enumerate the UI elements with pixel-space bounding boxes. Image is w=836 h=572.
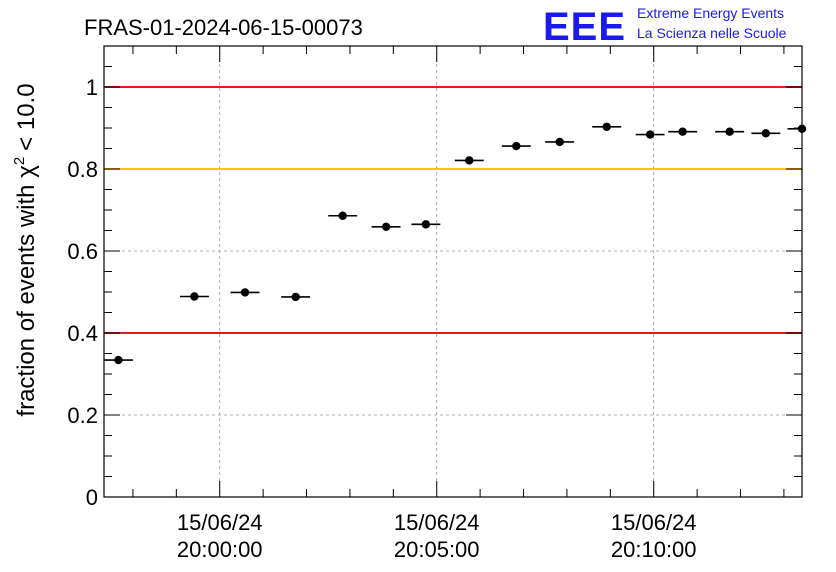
- data-point: [338, 211, 347, 220]
- y-axis-label: fraction of events with χ2 < 10.0: [11, 83, 40, 416]
- x-tick-label-time: 20:10:00: [611, 537, 697, 562]
- y-axis-label-chi: χ: [13, 165, 40, 178]
- eee-logo-line2: La Scienza nelle Scuole: [637, 25, 787, 41]
- y-tick-label: 0.6: [67, 239, 98, 264]
- x-tick-label-date: 15/06/24: [177, 510, 263, 535]
- data-point: [555, 137, 564, 147]
- data-point: [678, 127, 687, 136]
- data-point: [797, 124, 807, 134]
- eee-logo: EEE Extreme Energy Events La Scienza nel…: [543, 5, 787, 49]
- y-tick-label: 0.4: [67, 321, 98, 346]
- data-point: [512, 141, 521, 151]
- eee-logo-mark: EEE: [543, 5, 626, 49]
- data-point: [190, 292, 199, 301]
- data-point: [761, 129, 771, 138]
- x-tick-label-time: 20:00:00: [177, 537, 263, 562]
- x-tick-label-date: 15/06/24: [611, 510, 697, 535]
- y-tick-label: 0.8: [67, 157, 98, 182]
- y-axis-label-main: fraction of events with: [13, 184, 40, 416]
- y-axis-label-exponent: 2: [11, 157, 28, 165]
- y-tick-label: 0: [86, 485, 98, 510]
- eee-logo-line1: Extreme Energy Events: [637, 5, 784, 21]
- data-point: [465, 156, 474, 165]
- data-point: [602, 122, 611, 131]
- reference-lines: [104, 86, 802, 334]
- data-point: [421, 220, 431, 229]
- data-point: [725, 127, 734, 136]
- plot-frame: [103, 45, 803, 498]
- chart-title: FRAS-01-2024-06-15-00073: [84, 15, 363, 40]
- data-point: [381, 222, 391, 232]
- x-tick-label-date: 15/06/24: [394, 510, 480, 535]
- data-point: [240, 288, 250, 297]
- x-tick-label-time: 20:05:00: [394, 537, 480, 562]
- data-point: [291, 292, 300, 302]
- y-tick-label: 1: [86, 75, 98, 100]
- axes: 00.20.40.60.8115/06/2420:00:0015/06/2420…: [67, 45, 803, 562]
- data-point: [114, 355, 123, 365]
- grid-lines: [104, 46, 802, 497]
- y-tick-label: 0.2: [67, 403, 98, 428]
- data-point: [645, 130, 655, 139]
- data-points: [104, 122, 807, 365]
- y-axis-label-tail: < 10.0: [13, 83, 40, 150]
